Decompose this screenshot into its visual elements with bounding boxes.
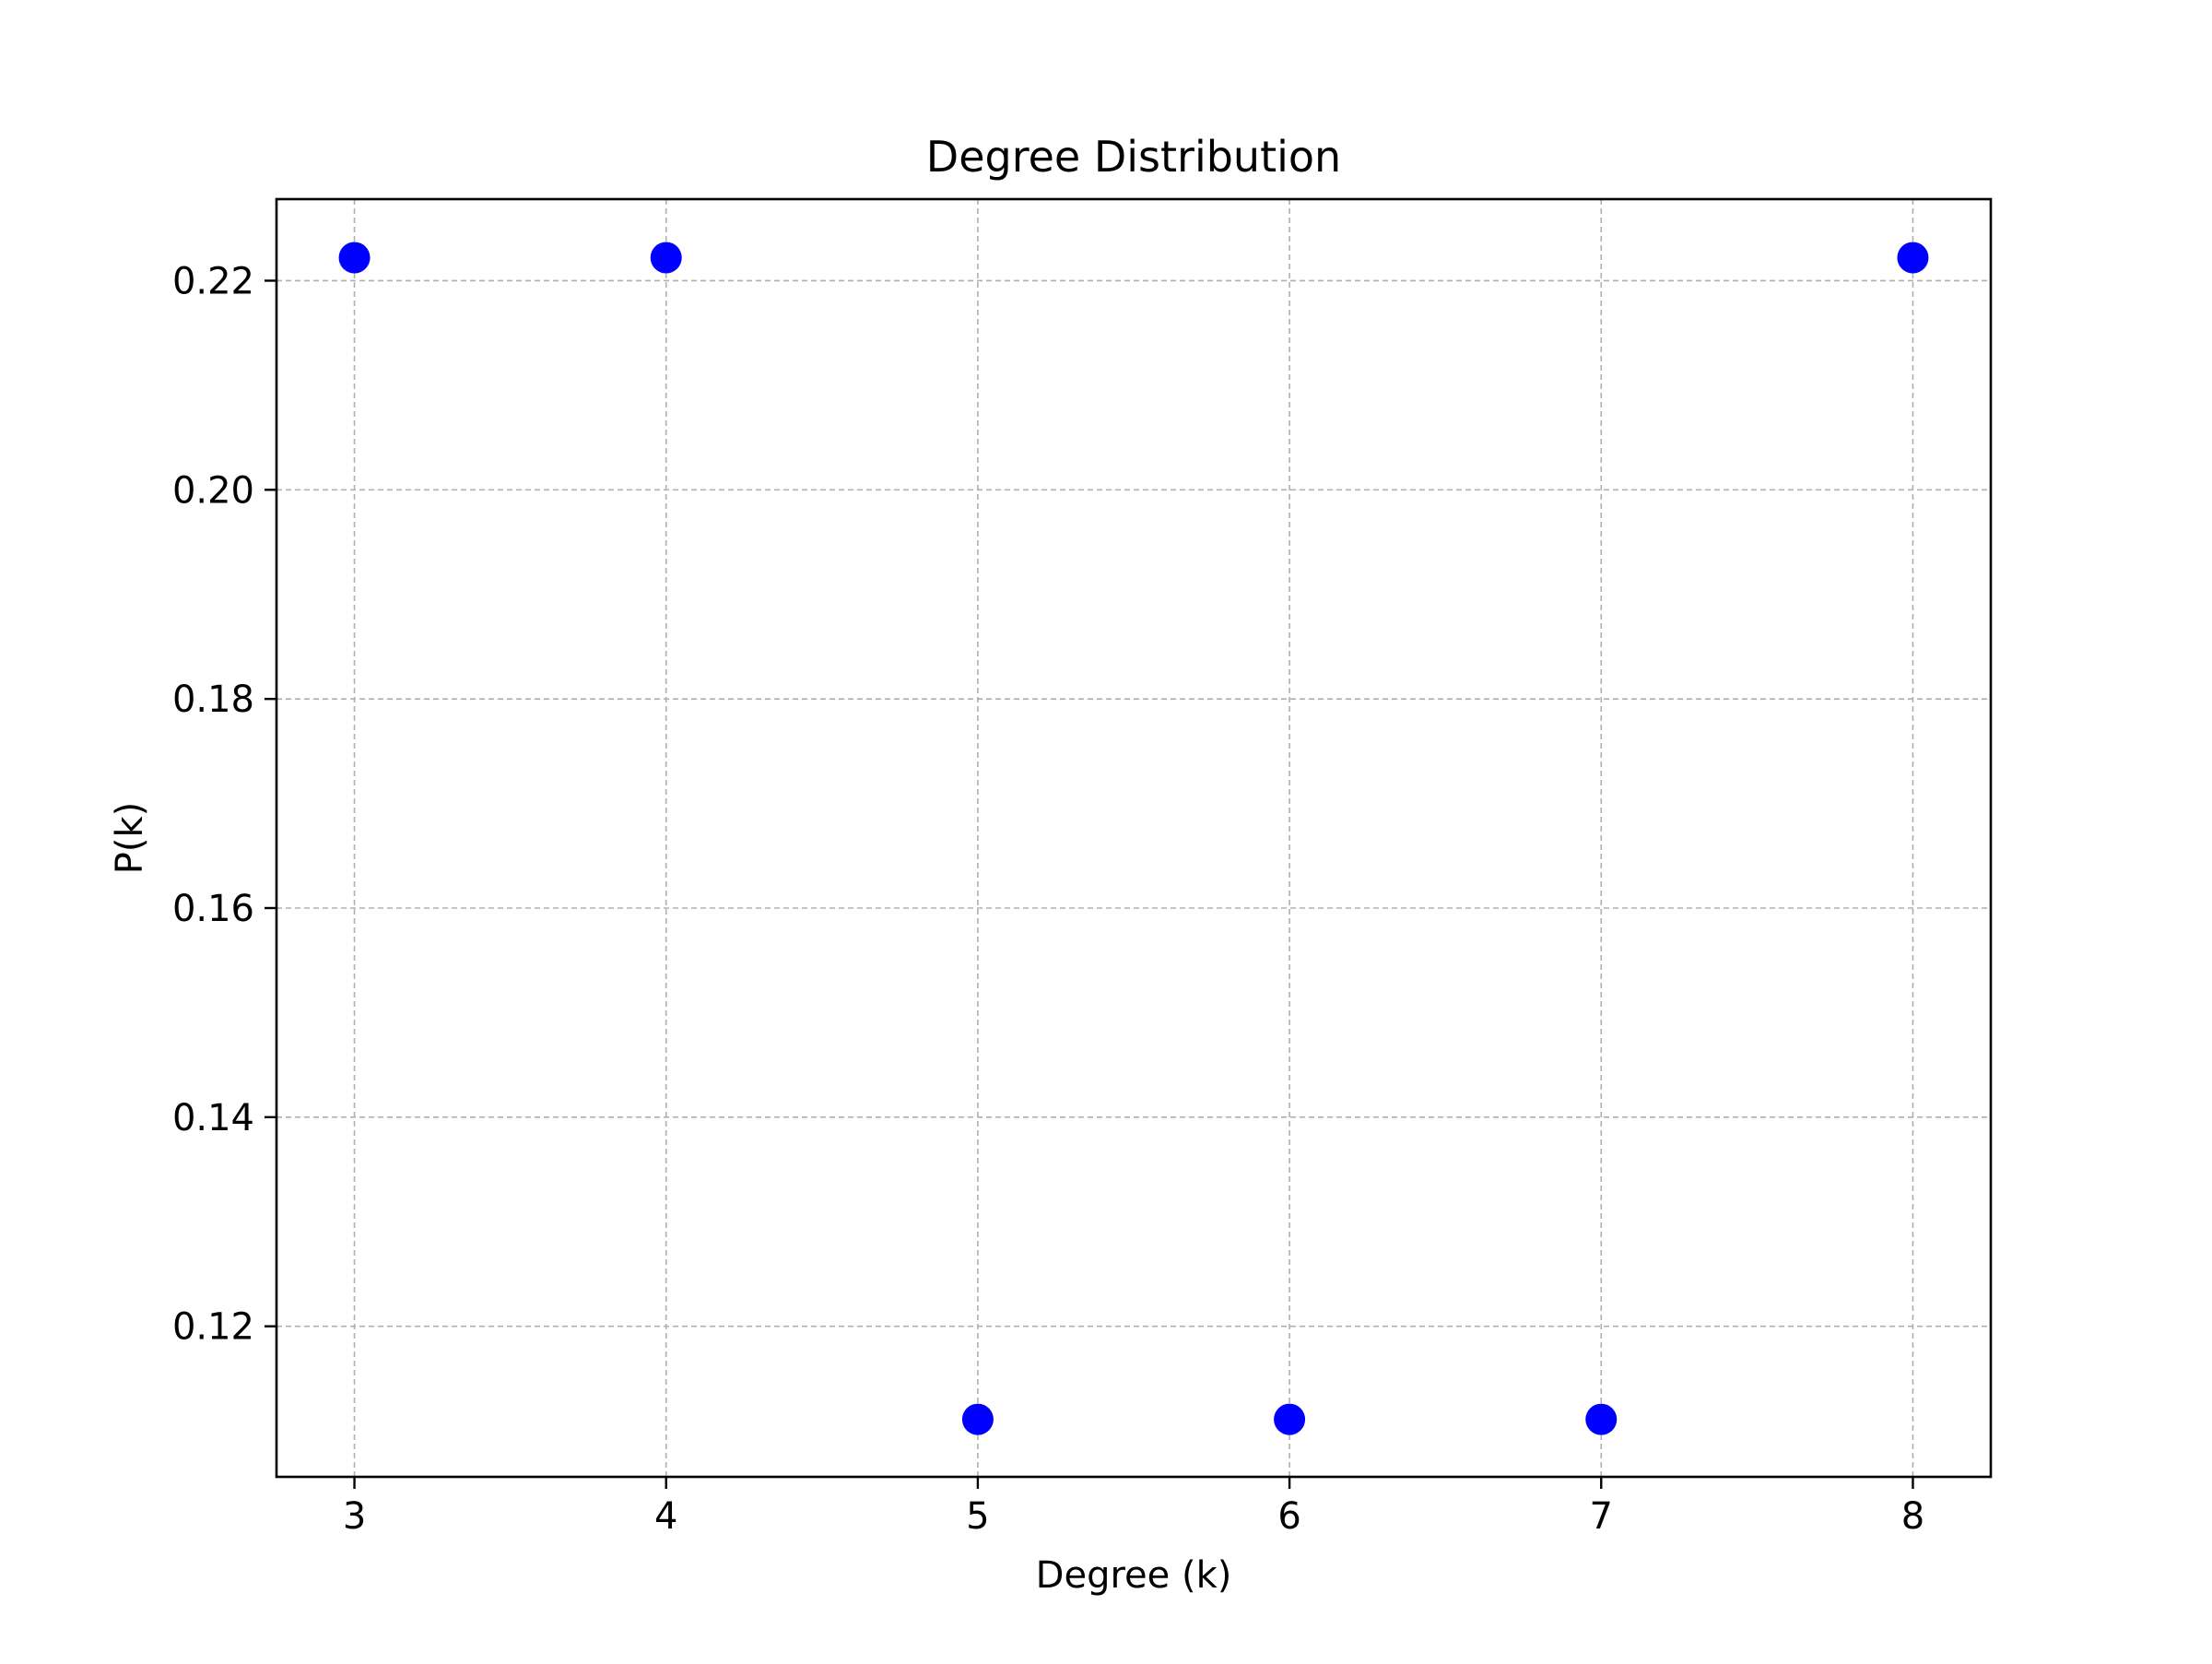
x-tick-label: 3 bbox=[343, 1495, 366, 1538]
x-axis-label: Degree (k) bbox=[1036, 1554, 1232, 1597]
data-point bbox=[650, 242, 682, 274]
data-points bbox=[338, 242, 1929, 1435]
x-tick-label: 5 bbox=[966, 1495, 989, 1538]
y-ticks: 0.12 0.14 0.16 0.18 0.20 0.22 bbox=[172, 260, 276, 1349]
y-axis-label: P(k) bbox=[109, 802, 151, 875]
x-tick-label: 8 bbox=[1901, 1495, 1924, 1538]
data-point bbox=[1585, 1403, 1618, 1435]
x-tick-label: 4 bbox=[654, 1495, 677, 1538]
y-tick-label: 0.14 bbox=[172, 1097, 254, 1139]
x-ticks: 3 4 5 6 7 8 bbox=[343, 1477, 1924, 1538]
x-tick-label: 7 bbox=[1590, 1495, 1613, 1538]
data-point bbox=[1274, 1403, 1306, 1435]
chart-title: Degree Distribution bbox=[926, 132, 1341, 182]
y-tick-label: 0.20 bbox=[172, 469, 254, 512]
data-point bbox=[1897, 242, 1929, 274]
data-point bbox=[338, 242, 371, 274]
y-tick-label: 0.22 bbox=[172, 260, 254, 302]
plot-frame bbox=[275, 197, 1993, 1479]
y-tick-label: 0.12 bbox=[172, 1306, 254, 1349]
grid-lines bbox=[276, 199, 1991, 1477]
data-point bbox=[961, 1403, 994, 1435]
y-tick-label: 0.16 bbox=[172, 888, 254, 930]
y-tick-label: 0.18 bbox=[172, 679, 254, 721]
x-tick-label: 6 bbox=[1277, 1495, 1300, 1538]
